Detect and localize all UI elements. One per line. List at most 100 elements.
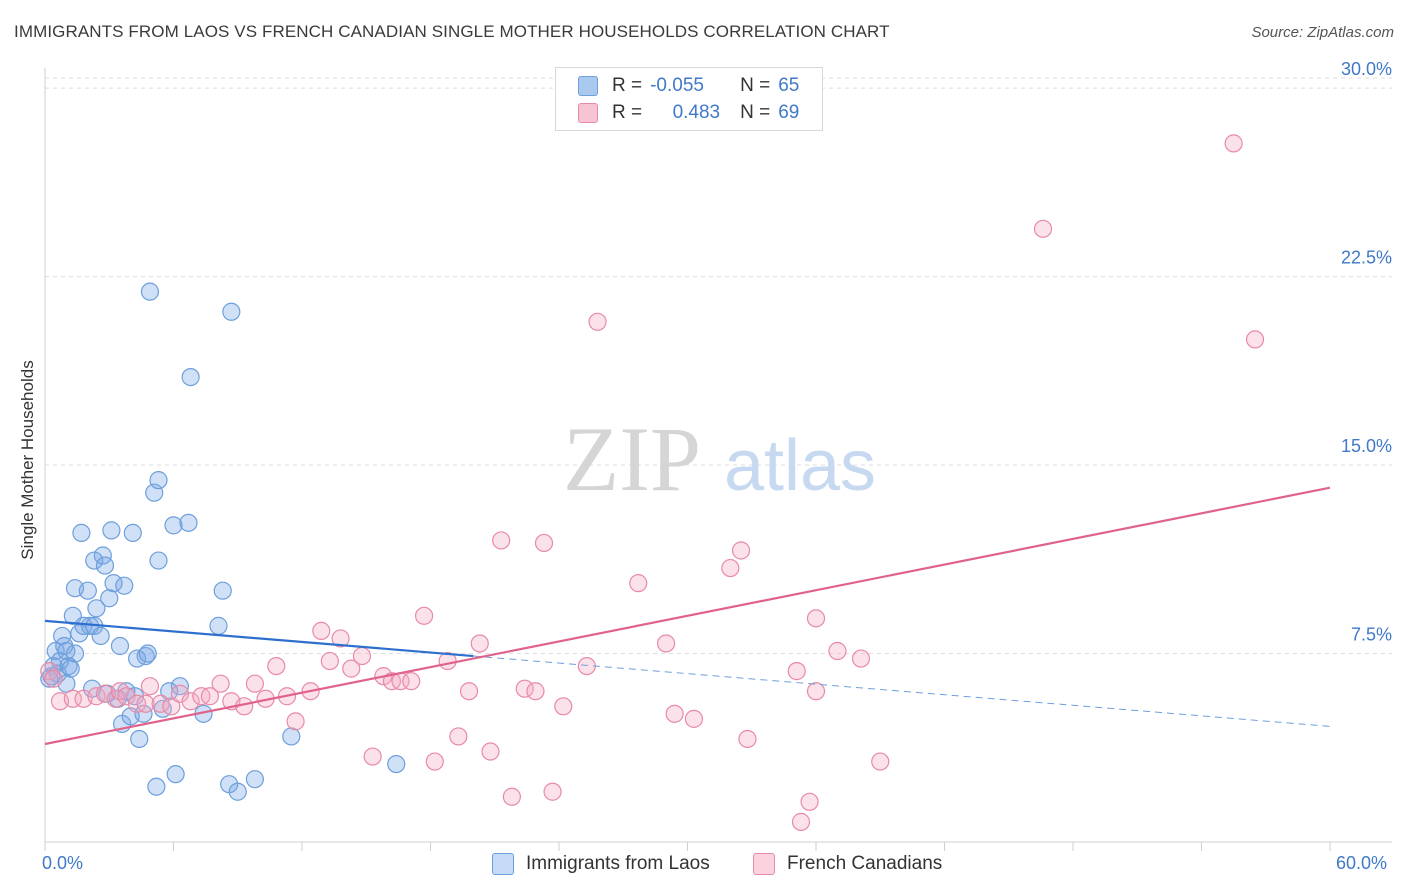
data-point [138, 644, 157, 663]
data-point [213, 581, 232, 600]
data-point [160, 682, 179, 701]
y-axis-label: Single Mother Households [18, 360, 37, 560]
data-point [492, 531, 511, 550]
data-point [117, 682, 136, 701]
x-tick-label-min: 0.0% [42, 853, 84, 873]
data-point [481, 742, 500, 761]
data-point [871, 752, 890, 771]
data-point [140, 282, 160, 301]
data-point [684, 709, 704, 728]
data-point [78, 581, 97, 600]
legend-swatch-french [753, 853, 775, 875]
y-tick-labels: 7.5% 15.0% 22.5% 30.0% [1341, 59, 1392, 644]
legend-r-label: R = [612, 75, 643, 96]
grid-lines [45, 77, 1392, 655]
data-point [95, 556, 115, 575]
data-point [245, 770, 264, 789]
data-point [1245, 330, 1265, 349]
data-point [588, 312, 607, 331]
data-point [87, 599, 106, 618]
data-point [502, 787, 521, 806]
data-point [91, 626, 110, 646]
data-point [211, 674, 230, 693]
legend-item-laos: Immigrants from Laos [492, 852, 710, 876]
data-point [577, 656, 596, 676]
data-point [85, 551, 104, 570]
data-point [449, 727, 468, 746]
data-point [665, 704, 684, 723]
data-point [787, 662, 806, 681]
trendline [44, 486, 1331, 746]
legend-row-french: R = 0.483 N = 69 [578, 101, 799, 125]
data-point [459, 682, 479, 701]
trendline [473, 655, 1331, 727]
data-point [149, 551, 168, 570]
data-point [286, 712, 305, 731]
data-point [40, 669, 59, 688]
series-french-canadians [40, 134, 1265, 831]
data-point [151, 694, 170, 713]
legend-r-label: R = [612, 102, 643, 123]
legend-n-value: 69 [778, 102, 800, 123]
data-point [65, 644, 85, 663]
data-point [149, 471, 168, 490]
legend-r-value: 0.483 [672, 102, 721, 123]
data-point [61, 659, 80, 678]
data-point [515, 679, 534, 698]
source-label: Source: ZipAtlas.com [1251, 24, 1394, 41]
data-point [738, 729, 757, 749]
data-point [363, 747, 382, 766]
y-tick-label: 7.5% [1351, 625, 1392, 645]
data-point [136, 694, 155, 713]
data-point [95, 684, 115, 703]
data-point [110, 636, 130, 656]
watermark-zip: ZIP [563, 408, 701, 510]
y-tick-label: 22.5% [1341, 248, 1392, 268]
data-point [228, 782, 247, 801]
data-point [806, 682, 826, 701]
data-point [352, 646, 372, 666]
data-point [851, 649, 871, 668]
data-point [402, 672, 421, 691]
data-point [1224, 134, 1243, 153]
data-point [162, 697, 181, 716]
data-point [200, 687, 220, 706]
data-point [117, 687, 136, 706]
legend-n-label: N = [740, 102, 771, 123]
data-point [245, 674, 264, 693]
data-point [72, 523, 91, 543]
legend-item-french: French Canadians [753, 852, 942, 876]
data-point [312, 621, 331, 641]
watermark: ZIP atlas [563, 408, 876, 510]
data-point [806, 609, 826, 628]
data-point [828, 641, 847, 661]
data-point [181, 367, 200, 387]
data-point [130, 729, 149, 749]
data-point [526, 682, 545, 701]
legend-r-value: -0.055 [650, 75, 704, 96]
legend-swatch-french [578, 103, 598, 123]
data-point [1033, 219, 1053, 238]
data-point [721, 558, 740, 578]
data-point [791, 812, 811, 831]
data-point [181, 692, 200, 711]
data-point [554, 697, 573, 716]
data-point [387, 754, 406, 774]
data-point [331, 629, 350, 648]
data-point [102, 521, 121, 540]
data-point [800, 792, 819, 811]
x-tick-label-max: 60.0% [1336, 853, 1388, 873]
data-point [123, 523, 142, 543]
legend-label-french: French Canadians [787, 853, 943, 874]
axes [44, 68, 1392, 851]
data-point [209, 616, 228, 635]
correlation-legend: R = -0.055 N = 65 R = 0.483 N = 69 [555, 67, 823, 131]
legend-n-value: 65 [778, 75, 800, 96]
data-point [170, 684, 190, 703]
data-point [656, 634, 676, 653]
data-point [414, 606, 434, 625]
data-point [136, 646, 155, 666]
data-point [170, 677, 190, 696]
legend-n-label: N = [740, 75, 771, 96]
data-point [44, 669, 63, 688]
